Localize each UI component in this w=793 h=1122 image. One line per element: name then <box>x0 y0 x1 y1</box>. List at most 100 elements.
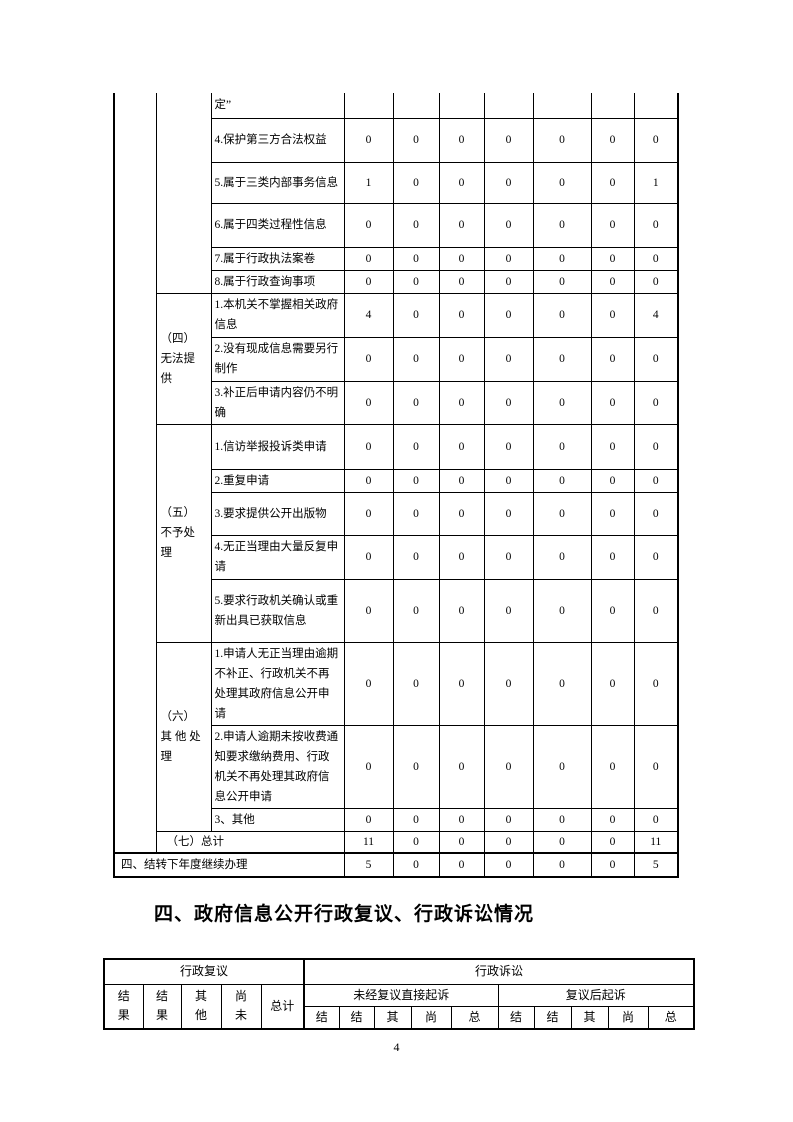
value-cell: 0 <box>532 468 592 493</box>
value-cell: 0 <box>483 269 534 294</box>
value-cell: 0 <box>590 161 635 204</box>
value-cell: 0 <box>392 578 440 643</box>
value-cell: 0 <box>438 534 485 580</box>
total-value-cell: 0 <box>590 830 635 854</box>
value-cell: 0 <box>483 161 534 204</box>
value-cell: 0 <box>392 807 440 832</box>
value-cell: 0 <box>392 380 440 425</box>
item-label-cell: 2.申请人逾期未按收费通知要求缴纳费用、行政机关不再处理其政府信息公开申请 <box>210 724 345 809</box>
value-cell: 0 <box>633 117 679 163</box>
value-cell <box>392 93 440 119</box>
value-cell: 0 <box>343 491 394 536</box>
carryover-value-cell: 0 <box>392 852 440 878</box>
value-cell: 0 <box>532 578 592 643</box>
value-cell <box>590 93 635 119</box>
value-cell: 0 <box>483 724 534 809</box>
value-cell: 0 <box>392 491 440 536</box>
group-label-cell: （六） 其 他 处 理 <box>155 641 212 832</box>
value-cell: 0 <box>392 202 440 248</box>
item-label-cell: 7.属于行政执法案卷 <box>210 246 345 271</box>
value-cell: 0 <box>483 578 534 643</box>
value-cell: 0 <box>392 534 440 580</box>
value-cell: 0 <box>392 336 440 382</box>
value-cell: 0 <box>343 117 394 163</box>
value-cell: 0 <box>343 724 394 809</box>
total-value-cell: 0 <box>392 830 440 854</box>
value-cell: 0 <box>532 269 592 294</box>
lawsuit-header-cell: 行政诉讼 <box>303 958 695 985</box>
value-cell: 0 <box>392 292 440 338</box>
value-cell: 0 <box>438 468 485 493</box>
value-cell <box>532 93 592 119</box>
value-cell: 0 <box>633 641 679 726</box>
value-cell: 0 <box>483 491 534 536</box>
value-cell: 0 <box>633 380 679 425</box>
value-cell: 0 <box>633 202 679 248</box>
item-label-cell: 2.没有现成信息需要另行制作 <box>210 336 345 382</box>
carryover-value-cell: 0 <box>590 852 635 878</box>
item-label-cell: 4.无正当理由大量反复申请 <box>210 534 345 580</box>
direct-col-cell: 尚 <box>410 1005 452 1030</box>
review-col-cell: 总计 <box>260 983 306 1030</box>
value-cell: 0 <box>590 491 635 536</box>
after-col-cell: 结 <box>533 1005 572 1030</box>
value-cell: 0 <box>438 117 485 163</box>
value-cell: 0 <box>343 641 394 726</box>
group-label-cell: （四） 无法提 供 <box>155 292 212 425</box>
item-label-cell: 8.属于行政查询事项 <box>210 269 345 294</box>
review-col-cell: 尚 未 <box>220 983 262 1030</box>
value-cell: 0 <box>590 807 635 832</box>
after-col-cell: 总 <box>647 1005 695 1030</box>
item-label-cell: 5.要求行政机关确认或重新出具已获取信息 <box>210 578 345 643</box>
value-cell: 0 <box>483 336 534 382</box>
item-label-cell: 2.重复申请 <box>210 468 345 493</box>
value-cell: 0 <box>438 202 485 248</box>
value-cell <box>633 93 679 119</box>
value-cell: 0 <box>343 246 394 271</box>
value-cell: 0 <box>343 336 394 382</box>
carryover-label-cell: 四、结转下年度继续办理 <box>113 852 345 878</box>
value-cell: 0 <box>633 336 679 382</box>
page-number: 4 <box>393 1040 400 1054</box>
item-label-cell: 3.补正后申请内容仍不明确 <box>210 380 345 425</box>
value-cell: 0 <box>438 423 485 470</box>
value-cell: 0 <box>392 423 440 470</box>
value-cell: 0 <box>438 336 485 382</box>
item-label-cell: 1.信访举报投诉类申请 <box>210 423 345 470</box>
direct-col-cell: 总 <box>450 1005 499 1030</box>
value-cell: 0 <box>438 578 485 643</box>
value-cell: 0 <box>590 534 635 580</box>
item-label-cell: 3、其他 <box>210 807 345 832</box>
value-cell: 0 <box>590 246 635 271</box>
value-cell: 0 <box>392 161 440 204</box>
direct-lawsuit-header-cell: 未经复议直接起诉 <box>303 983 499 1007</box>
value-cell: 0 <box>532 807 592 832</box>
value-cell: 0 <box>483 807 534 832</box>
value-cell: 0 <box>590 380 635 425</box>
value-cell: 0 <box>633 807 679 832</box>
value-cell: 0 <box>343 578 394 643</box>
value-cell: 0 <box>438 724 485 809</box>
after-col-cell: 尚 <box>607 1005 649 1030</box>
value-cell: 0 <box>590 724 635 809</box>
review-col-cell: 结 果 <box>142 983 182 1030</box>
value-cell <box>483 93 534 119</box>
value-cell: 0 <box>392 246 440 271</box>
direct-col-cell: 其 <box>373 1005 412 1030</box>
value-cell: 0 <box>590 578 635 643</box>
value-cell <box>343 93 394 119</box>
value-cell: 0 <box>343 468 394 493</box>
value-cell: 0 <box>438 641 485 726</box>
section-heading: 四、政府信息公开行政复议、行政诉讼情况 <box>154 904 535 925</box>
item-label-cell: 3.要求提供公开出版物 <box>210 491 345 536</box>
item-label-cell: 定” <box>210 93 345 119</box>
value-cell: 0 <box>590 292 635 338</box>
carryover-value-cell: 5 <box>633 852 679 878</box>
value-cell: 0 <box>633 491 679 536</box>
carryover-value-cell: 0 <box>438 852 485 878</box>
value-cell: 0 <box>392 269 440 294</box>
value-cell: 0 <box>483 292 534 338</box>
total-value-cell: 0 <box>438 830 485 854</box>
item-label-cell: 1.申请人无正当理由逾期不补正、行政机关不再处理其政府信息公开申请 <box>210 641 345 726</box>
item-label-cell: 4.保护第三方合法权益 <box>210 117 345 163</box>
